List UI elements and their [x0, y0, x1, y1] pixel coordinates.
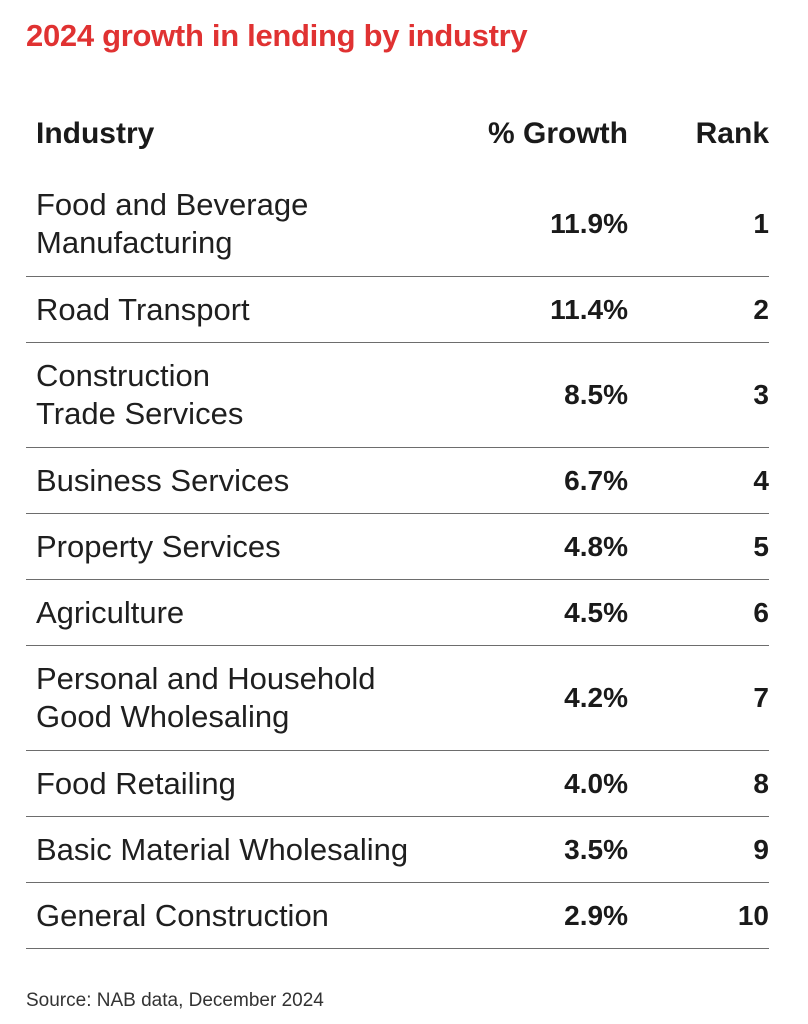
industry-cell: Personal and Household Good Wholesaling [26, 660, 486, 736]
rank-cell: 9 [753, 833, 769, 865]
industry-cell: Construction Trade Services [26, 357, 486, 433]
industry-cell: Road Transport [26, 291, 486, 329]
growth-cell: 11.4% [550, 293, 628, 325]
growth-cell: 3.5% [564, 833, 628, 865]
rank-cell: 8 [753, 767, 769, 799]
table-row: General Construction 2.9% 10 [26, 883, 769, 949]
rank-cell: 4 [753, 464, 769, 496]
table-row: Food Retailing 4.0% 8 [26, 751, 769, 817]
growth-cell: 8.5% [564, 379, 628, 410]
header-rank: Rank [695, 117, 769, 150]
chart-title: 2024 growth in lending by industry [26, 18, 528, 53]
table-row: Agriculture 4.5% 6 [26, 580, 769, 646]
rank-cell: 1 [753, 208, 769, 239]
industry-label-line: Trade Services [36, 396, 244, 431]
growth-cell: 4.5% [564, 596, 628, 628]
industry-label-line: Basic Material Wholesaling [36, 831, 409, 867]
growth-cell: 4.8% [564, 530, 628, 562]
growth-cell: 11.9% [550, 208, 628, 239]
growth-cell: 2.9% [564, 899, 628, 931]
table-row: Road Transport 11.4% 2 [26, 277, 769, 343]
table-header-row: Industry % Growth Rank [26, 96, 769, 172]
rank-cell: 2 [753, 293, 769, 325]
industry-cell: General Construction [26, 897, 486, 935]
growth-cell: 6.7% [564, 464, 628, 496]
header-growth: % Growth [488, 117, 628, 150]
rank-cell: 6 [753, 596, 769, 628]
table-row: Construction Trade Services 8.5% 3 [26, 343, 769, 448]
industry-label-line: Property Services [36, 528, 281, 564]
industry-cell: Food Retailing [26, 765, 486, 803]
industry-label-line: Personal and Household [36, 661, 376, 696]
industry-cell: Basic Material Wholesaling [26, 831, 486, 869]
industry-label-line: Food and Beverage [36, 187, 309, 222]
header-industry: Industry [36, 117, 155, 150]
industry-label-line: Food Retailing [36, 765, 236, 801]
industry-label-line: Construction [36, 358, 211, 393]
industry-label-line: Good Wholesaling [36, 699, 290, 734]
growth-cell: 4.0% [564, 767, 628, 799]
growth-cell: 4.2% [564, 682, 628, 713]
table-row: Food and Beverage Manufacturing 11.9% 1 [26, 172, 769, 277]
industry-label-line: Road Transport [36, 291, 250, 327]
industry-label-line: Manufacturing [36, 225, 233, 260]
industry-cell: Business Services [26, 462, 486, 500]
rank-cell: 10 [737, 899, 769, 931]
industry-cell: Food and Beverage Manufacturing [26, 186, 486, 262]
table-row: Business Services 6.7% 4 [26, 448, 769, 514]
industry-label-line: Business Services [36, 462, 290, 498]
table-row: Basic Material Wholesaling 3.5% 9 [26, 817, 769, 883]
rank-cell: 7 [753, 682, 769, 713]
source-note: Source: NAB data, December 2024 [26, 990, 324, 1011]
lending-growth-table: Industry % Growth Rank Food and Beverage… [26, 96, 769, 949]
rank-cell: 3 [753, 379, 769, 410]
industry-label-line: Agriculture [36, 594, 185, 630]
industry-cell: Agriculture [26, 594, 486, 632]
table-row: Property Services 4.8% 5 [26, 514, 769, 580]
table-row: Personal and Household Good Wholesaling 4.… [26, 646, 769, 751]
rank-cell: 5 [753, 530, 769, 562]
industry-label-line: General Construction [36, 897, 329, 933]
industry-cell: Property Services [26, 528, 486, 566]
table-body: Food and Beverage Manufacturing 11.9% 1 Road… [26, 172, 769, 949]
